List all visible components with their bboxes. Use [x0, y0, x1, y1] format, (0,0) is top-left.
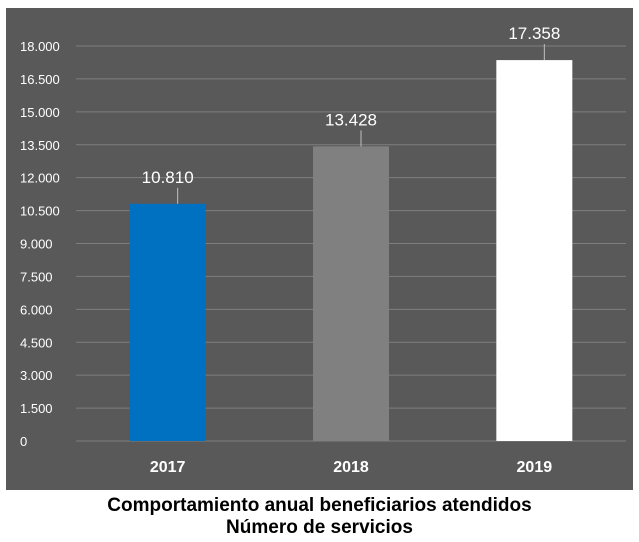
data-label-2017: 10.810: [142, 168, 194, 187]
y-tick-label: 6.000: [20, 302, 53, 317]
y-tick-label: 16.500: [20, 72, 60, 87]
y-tick-label: 12.000: [20, 171, 60, 186]
y-axis-ticks: 0 1.500 3.000 4.500 6.000 7.500 9.000 10.500 12.…: [20, 39, 60, 449]
y-tick-label: 7.500: [20, 269, 53, 284]
y-tick-label: 0: [20, 434, 27, 449]
bar-2019: [496, 60, 573, 442]
y-tick-label: 1.500: [20, 401, 53, 416]
y-tick-label: 4.500: [20, 335, 53, 350]
label-leaders: [177, 44, 545, 204]
data-labels: 10.810 13.428 17.358: [142, 24, 561, 187]
x-tick-label-2019: 2019: [517, 459, 553, 476]
data-label-2018: 13.428: [325, 110, 377, 129]
caption-line-1: Comportamiento anual beneficiarios atend…: [107, 495, 532, 516]
x-tick-label-2017: 2017: [150, 459, 186, 476]
bar-chart: 0 1.500 3.000 4.500 6.000 7.500 9.000 10.500 12.…: [6, 8, 633, 490]
bars: [129, 60, 573, 442]
y-tick-label: 18.000: [20, 39, 60, 54]
y-tick-label: 3.000: [20, 368, 53, 383]
y-tick-label: 15.000: [20, 105, 60, 120]
x-axis-ticks: 2017 2018 2019: [150, 459, 552, 476]
x-tick-label-2018: 2018: [333, 459, 369, 476]
data-label-2019: 17.358: [508, 24, 560, 43]
y-tick-label: 13.500: [20, 138, 60, 153]
bar-2018: [313, 146, 389, 441]
y-tick-label: 10.500: [20, 204, 60, 219]
caption-line-2: Número de servicios: [226, 517, 413, 538]
bar-2017: [129, 203, 206, 441]
y-tick-label: 9.000: [20, 237, 53, 252]
